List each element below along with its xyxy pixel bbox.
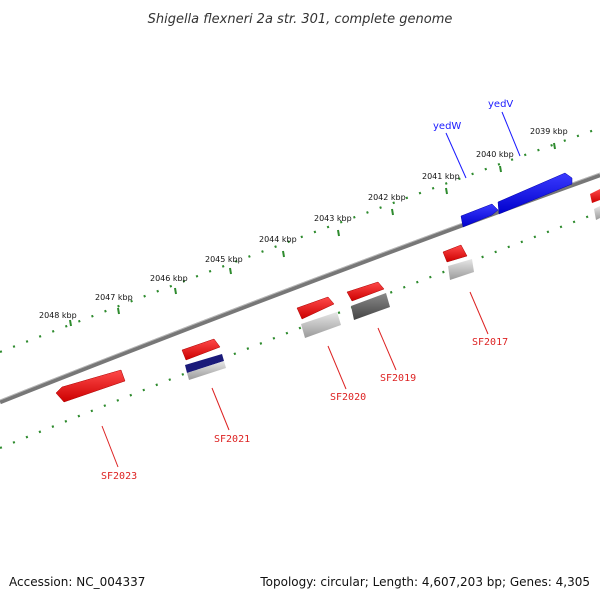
gene-SF2017[interactable]: SF2017: [442, 244, 508, 348]
accession-label: Accession: NC_004337: [9, 575, 145, 589]
kbp-label-2041: 2041 kbp: [422, 172, 460, 181]
gene-edge-partial[interactable]: [590, 189, 600, 220]
gene-SF2017-cds: [448, 259, 474, 280]
gene-SF2019-arrow[interactable]: [346, 281, 385, 302]
major-ticks: [69, 142, 556, 327]
gene-yedW-label: yedW: [433, 121, 461, 132]
inner-tick-track: [0, 210, 600, 450]
kbp-label-2040: 2040 kbp: [476, 150, 514, 159]
map-title: Shigella flexneri 2a str. 301, complete …: [148, 12, 453, 27]
gene-edge-partial-arrow[interactable]: [590, 189, 600, 203]
gene-SF2017-label: SF2017: [472, 337, 508, 348]
gene-SF2020-arrow[interactable]: [296, 296, 335, 320]
gene-SF2023-arrow[interactable]: [55, 369, 126, 403]
gene-yedV-label: yedV: [488, 99, 513, 110]
kbp-label-2045: 2045 kbp: [205, 255, 243, 264]
gene-SF2021-cds: [187, 361, 226, 380]
gene-SF2017-arrow[interactable]: [442, 244, 468, 263]
genome-summary: Topology: circular; Length: 4,607,203 bp…: [259, 575, 590, 589]
kbp-label-2043: 2043 kbp: [314, 214, 352, 223]
gene-SF2017-leader: [469, 291, 489, 335]
gene-SF2020-cds: [301, 312, 341, 338]
gene-SF2019-label: SF2019: [380, 373, 416, 384]
gene-yedW[interactable]: yedW: [433, 121, 499, 228]
gene-SF2021-arrow[interactable]: [181, 338, 221, 361]
gene-SF2019[interactable]: SF2019: [346, 281, 416, 384]
kbp-label-2048: 2048 kbp: [39, 311, 77, 320]
gene-yedW-arrow[interactable]: [460, 203, 499, 228]
outer-tick-track: [0, 126, 600, 354]
kbp-label-2047: 2047 kbp: [95, 293, 133, 302]
gene-SF2019-cds: [351, 293, 390, 320]
kbp-label-2044: 2044 kbp: [259, 235, 297, 244]
kbp-label-2042: 2042 kbp: [368, 193, 406, 202]
gene-yedV-arrow[interactable]: [497, 172, 573, 215]
gene-SF2020-label: SF2020: [330, 392, 366, 403]
gene-SF2021-cds-navy: [185, 354, 224, 373]
gene-yedW-leader: [445, 132, 467, 179]
gene-yedV[interactable]: yedV: [488, 99, 573, 215]
gene-SF2021-label: SF2021: [214, 434, 250, 445]
gene-SF2023-leader: [101, 425, 119, 468]
kbp-label-2046: 2046 kbp: [150, 274, 188, 283]
gene-SF2019-leader: [377, 327, 397, 371]
gene-SF2023[interactable]: SF2023: [55, 369, 137, 482]
gene-SF2021-leader: [211, 387, 230, 431]
gene-SF2023-label: SF2023: [101, 471, 137, 482]
gene-SF2020[interactable]: SF2020: [296, 296, 366, 403]
gene-SF2021[interactable]: SF2021: [181, 338, 250, 445]
gene-SF2020-leader: [327, 345, 347, 390]
kbp-label-2039: 2039 kbp: [530, 127, 568, 136]
gene-yedV-leader: [501, 111, 521, 157]
gene-edge-partial-cds: [594, 206, 600, 220]
